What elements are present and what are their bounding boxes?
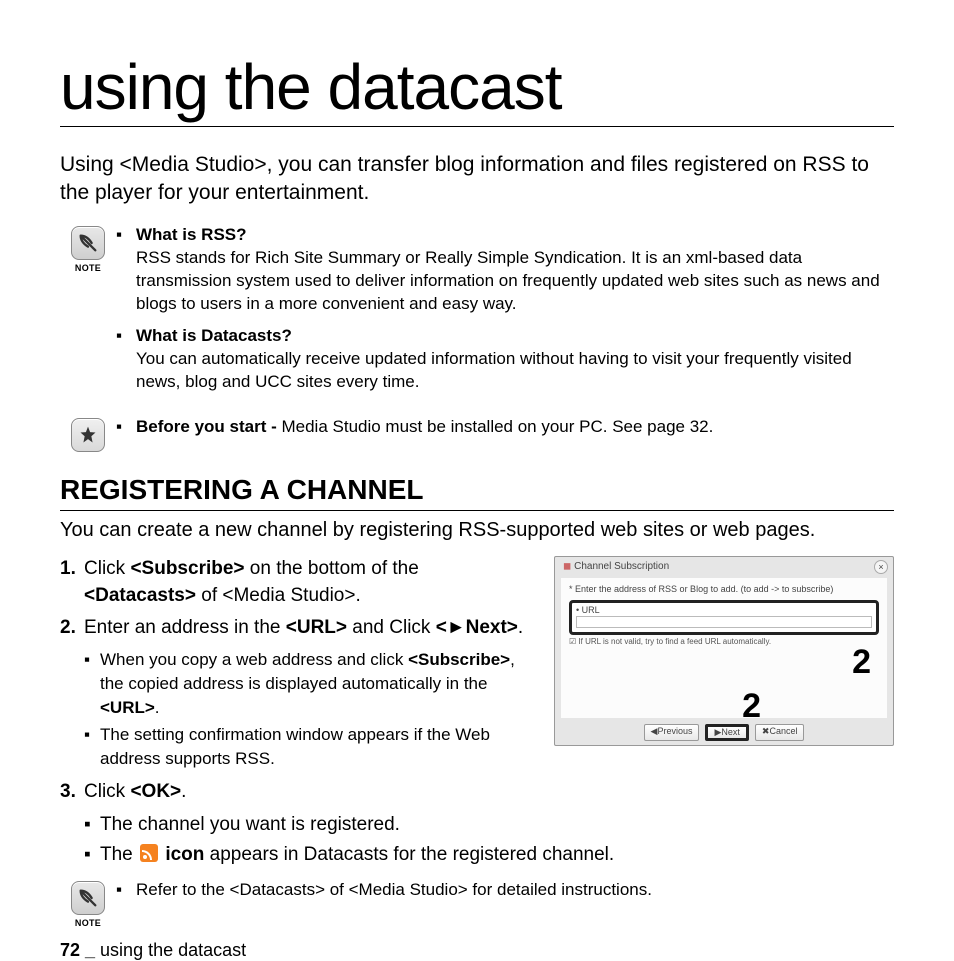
- dialog-title: Channel Subscription: [574, 561, 669, 572]
- note-label: NOTE: [75, 263, 101, 273]
- datacasts-answer: You can automatically receive updated in…: [136, 348, 894, 394]
- note-icon: [71, 226, 105, 260]
- step-2-sub-1: ▪ When you copy a web address and click …: [84, 648, 534, 719]
- before-start-row: ▪ Before you start - Media Studio must b…: [60, 416, 894, 452]
- previous-button[interactable]: ◀Previous: [644, 724, 700, 741]
- callout-number-2: 2: [852, 643, 871, 682]
- note-block-rss: NOTE ▪ What is RSS? RSS stands for Rich …: [60, 224, 894, 405]
- star-icon: [71, 418, 105, 452]
- callout-number-2: 2: [742, 687, 761, 726]
- rss-icon: [140, 844, 158, 862]
- step-2-sub-2: ▪ The setting confirmation window appear…: [84, 723, 534, 771]
- bullet-mark: ▪: [116, 416, 136, 439]
- rss-question: What is RSS?: [136, 224, 894, 247]
- final-note-text: Refer to the <Datacasts> of <Media Studi…: [136, 879, 894, 902]
- page-title: using the datacast: [60, 50, 894, 127]
- intro-text: Using <Media Studio>, you can transfer b…: [60, 151, 894, 208]
- url-label: • URL: [576, 605, 872, 615]
- page-footer: 72 _ using the datacast: [60, 940, 894, 961]
- note-label: NOTE: [75, 918, 101, 928]
- step-3: 3. Click <OK>.: [60, 779, 894, 806]
- url-input[interactable]: [576, 616, 872, 628]
- section-title: REGISTERING A CHANNEL: [60, 474, 894, 511]
- rss-answer: RSS stands for Rich Site Summary or Real…: [136, 247, 894, 316]
- step-3-sub-2: ▪ The icon appears in Datacasts for the …: [84, 842, 894, 869]
- before-start-text: Media Studio must be installed on your P…: [281, 417, 713, 436]
- cancel-button[interactable]: ✖Cancel: [755, 724, 805, 741]
- section-intro: You can create a new channel by register…: [60, 519, 894, 542]
- next-button[interactable]: ▶Next: [705, 724, 748, 741]
- channel-subscription-dialog: ◼ Channel Subscription × * Enter the add…: [554, 556, 894, 746]
- bullet-mark: ▪: [116, 224, 136, 316]
- step-2: 2. Enter an address in the <URL> and Cli…: [60, 615, 534, 642]
- bullet-mark: ▪: [116, 879, 136, 902]
- dialog-instruction: * Enter the address of RSS or Blog to ad…: [569, 584, 879, 594]
- note-icon: [71, 881, 105, 915]
- step-1: 1. Click <Subscribe> on the bottom of th…: [60, 556, 534, 609]
- datacasts-question: What is Datacasts?: [136, 325, 894, 348]
- step-3-sub-1: ▪ The channel you want is registered.: [84, 812, 894, 839]
- bullet-mark: ▪: [116, 325, 136, 394]
- before-start-label: Before you start -: [136, 417, 281, 436]
- url-box-callout: • URL: [569, 600, 879, 635]
- auto-find-checkbox[interactable]: ☑ If URL is not valid, try to find a fee…: [569, 637, 879, 646]
- final-note-block: NOTE ▪ Refer to the <Datacasts> of <Medi…: [60, 879, 894, 928]
